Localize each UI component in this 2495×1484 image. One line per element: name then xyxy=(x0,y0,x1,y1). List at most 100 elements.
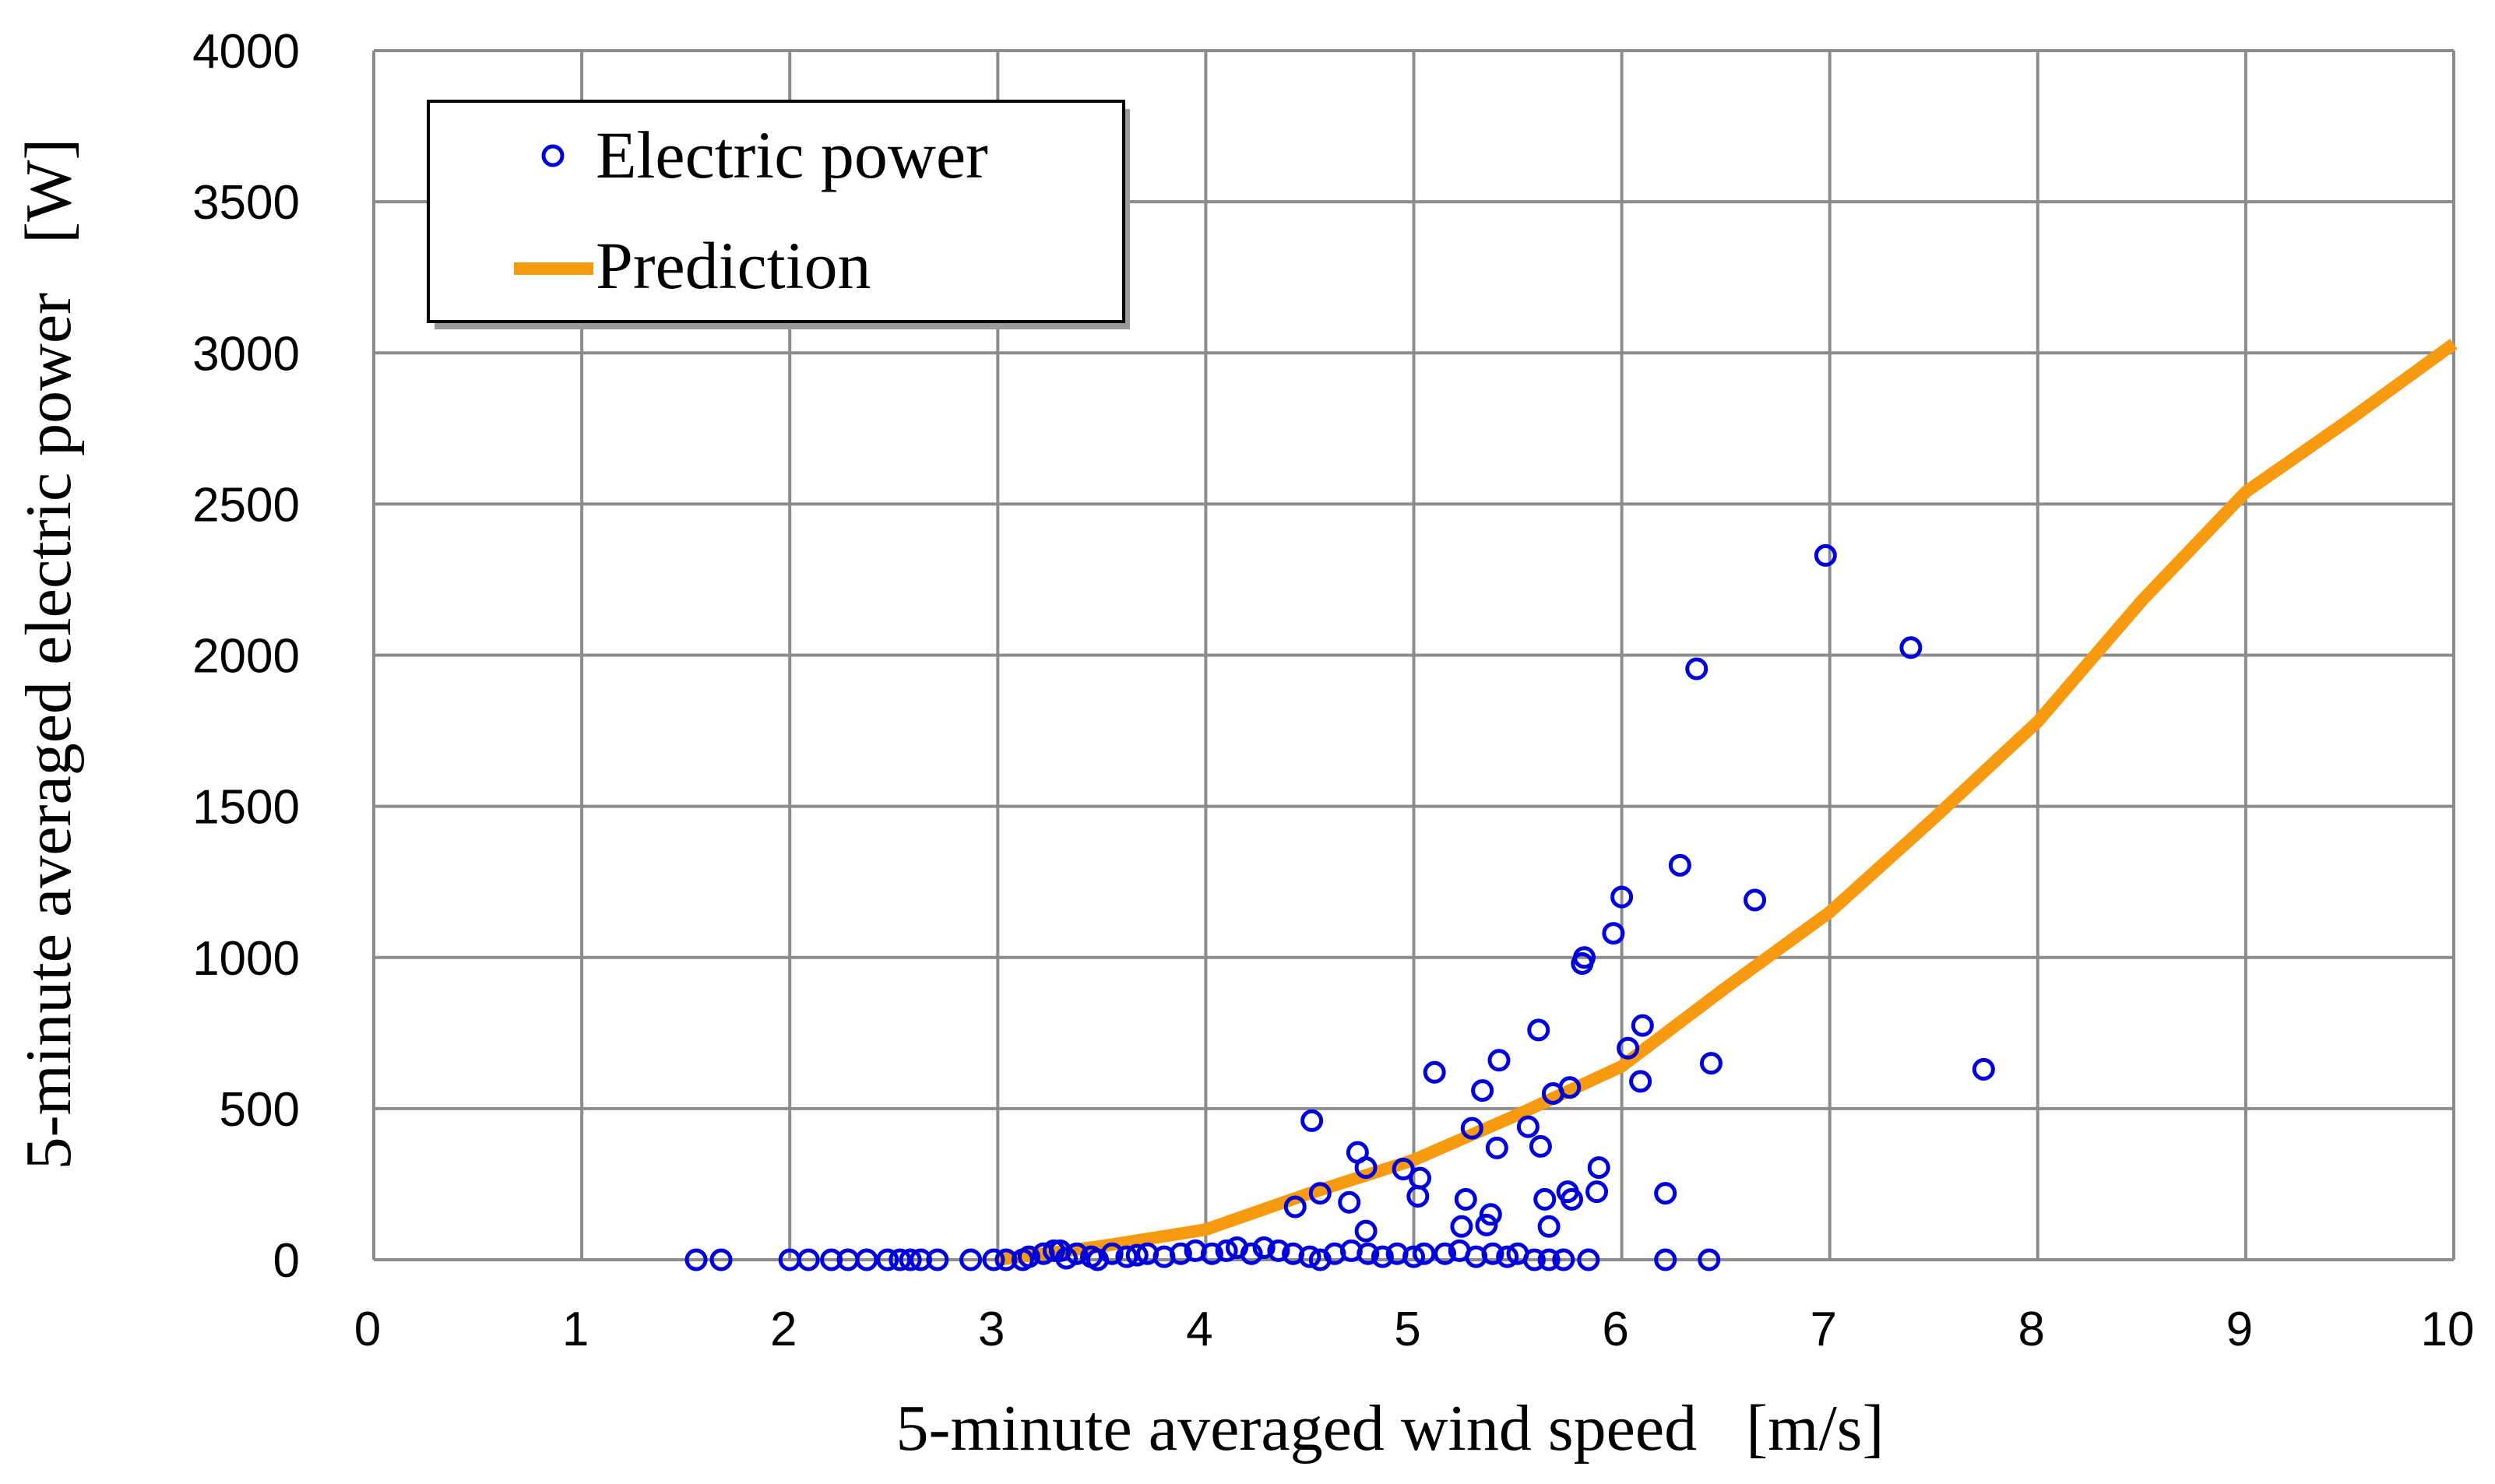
data-point xyxy=(1450,1215,1473,1238)
x-tick-label: 5 xyxy=(1394,1303,1420,1356)
data-point xyxy=(1602,922,1625,945)
data-point xyxy=(1354,1156,1378,1180)
gridlines xyxy=(372,49,2455,1261)
data-point xyxy=(855,1248,878,1271)
data-point xyxy=(1481,1242,1504,1265)
data-point xyxy=(1585,1180,1609,1204)
data-point xyxy=(1454,1187,1477,1211)
data-point xyxy=(1423,1060,1446,1084)
data-point xyxy=(1587,1156,1610,1180)
data-point xyxy=(1699,1052,1723,1075)
data-point xyxy=(1402,1245,1425,1268)
data-point xyxy=(1560,1187,1583,1211)
data-point xyxy=(1516,1115,1540,1138)
data-point xyxy=(899,1248,922,1271)
x-tick-label: 4 xyxy=(1186,1303,1212,1356)
y-tick-label: 2000 xyxy=(192,630,300,684)
x-tick-label: 10 xyxy=(2421,1303,2475,1356)
data-point xyxy=(1654,1182,1677,1205)
data-point xyxy=(709,1248,733,1271)
data-point xyxy=(1054,1247,1078,1270)
data-point xyxy=(1631,1014,1654,1037)
data-point xyxy=(1460,1117,1483,1140)
data-point xyxy=(1899,636,1923,659)
y-tick-label: 2500 xyxy=(192,478,300,532)
data-point xyxy=(876,1248,899,1271)
x-tick-label: 0 xyxy=(354,1303,381,1356)
data-point xyxy=(1100,1242,1124,1265)
x-tick-label: 6 xyxy=(1602,1303,1628,1356)
x-tick-label: 7 xyxy=(1810,1303,1836,1356)
x-tick-labels: 0 1 2 3 4 5 6 7 8 9 10 xyxy=(354,1303,2475,1356)
x-axis-title: 5-minute averaged wind speed [m/s] xyxy=(896,1392,1884,1465)
y-tick-label: 1000 xyxy=(192,932,300,986)
y-tick-label: 500 xyxy=(220,1083,300,1137)
data-point xyxy=(1475,1213,1498,1236)
y-axis-title: 5-minute averaged electric power [W] xyxy=(12,139,85,1170)
x-tick-label: 1 xyxy=(562,1303,589,1356)
data-point xyxy=(889,1248,912,1271)
data-point xyxy=(982,1248,1005,1271)
data-point xyxy=(1267,1239,1290,1262)
data-point xyxy=(1668,853,1691,877)
legend-box xyxy=(427,100,1125,323)
data-point xyxy=(1392,1158,1415,1181)
data-point xyxy=(1017,1245,1040,1268)
y-tick-label: 3500 xyxy=(192,176,300,230)
prediction-line xyxy=(997,339,2458,1266)
data-point xyxy=(820,1248,843,1271)
data-point xyxy=(1529,1134,1552,1158)
data-point xyxy=(1527,1018,1550,1042)
y-tick-label: 4000 xyxy=(192,25,300,79)
data-point xyxy=(1479,1203,1502,1226)
data-point xyxy=(959,1248,983,1271)
data-point xyxy=(1573,946,1596,969)
data-point xyxy=(994,1248,1018,1271)
data-point xyxy=(797,1248,820,1271)
data-point xyxy=(926,1248,949,1271)
data-point xyxy=(1215,1239,1238,1262)
x-tick-label: 8 xyxy=(2018,1303,2045,1356)
y-tick-label: 0 xyxy=(273,1234,300,1288)
x-tick-label: 2 xyxy=(770,1303,797,1356)
data-point xyxy=(1685,657,1708,680)
data-point xyxy=(684,1248,708,1271)
data-point xyxy=(1617,1036,1640,1060)
y-tick-label: 3000 xyxy=(192,327,300,381)
data-point xyxy=(1169,1242,1192,1265)
data-point xyxy=(1629,1070,1652,1093)
data-point xyxy=(1200,1242,1223,1265)
data-point xyxy=(1471,1079,1494,1102)
legend-label-electric-power: Electric power xyxy=(596,118,988,192)
data-point xyxy=(1371,1245,1394,1268)
data-point xyxy=(1298,1245,1321,1268)
data-point xyxy=(1537,1215,1561,1238)
data-point xyxy=(1552,1248,1575,1271)
data-point xyxy=(1522,1248,1546,1271)
data-point xyxy=(1240,1242,1263,1265)
data-point xyxy=(1972,1057,1995,1081)
data-point xyxy=(1744,888,1767,912)
data-point xyxy=(1654,1248,1677,1271)
electric-power-series xyxy=(684,543,1995,1271)
data-point xyxy=(1434,1242,1457,1265)
data-point xyxy=(1814,543,1837,567)
data-point xyxy=(1354,1219,1378,1243)
data-point xyxy=(1065,1242,1089,1265)
legend-label-prediction: Prediction xyxy=(596,228,871,303)
data-point xyxy=(1338,1190,1361,1214)
legend: Electric power Prediction xyxy=(427,100,1130,329)
data-point xyxy=(1308,1182,1332,1205)
data-point xyxy=(909,1248,932,1271)
data-point xyxy=(1409,1166,1432,1190)
data-point xyxy=(1698,1248,1721,1271)
legend-marker-electric-power xyxy=(541,144,565,167)
data-point xyxy=(1487,1049,1511,1072)
data-point xyxy=(1577,1248,1600,1271)
data-point xyxy=(1252,1236,1276,1259)
x-tick-label: 3 xyxy=(978,1303,1005,1356)
data-point xyxy=(1533,1187,1557,1211)
x-tick-label: 9 xyxy=(2226,1303,2253,1356)
y-tick-labels: 0 500 1000 1500 2000 2500 3000 3500 4000 xyxy=(192,25,300,1288)
